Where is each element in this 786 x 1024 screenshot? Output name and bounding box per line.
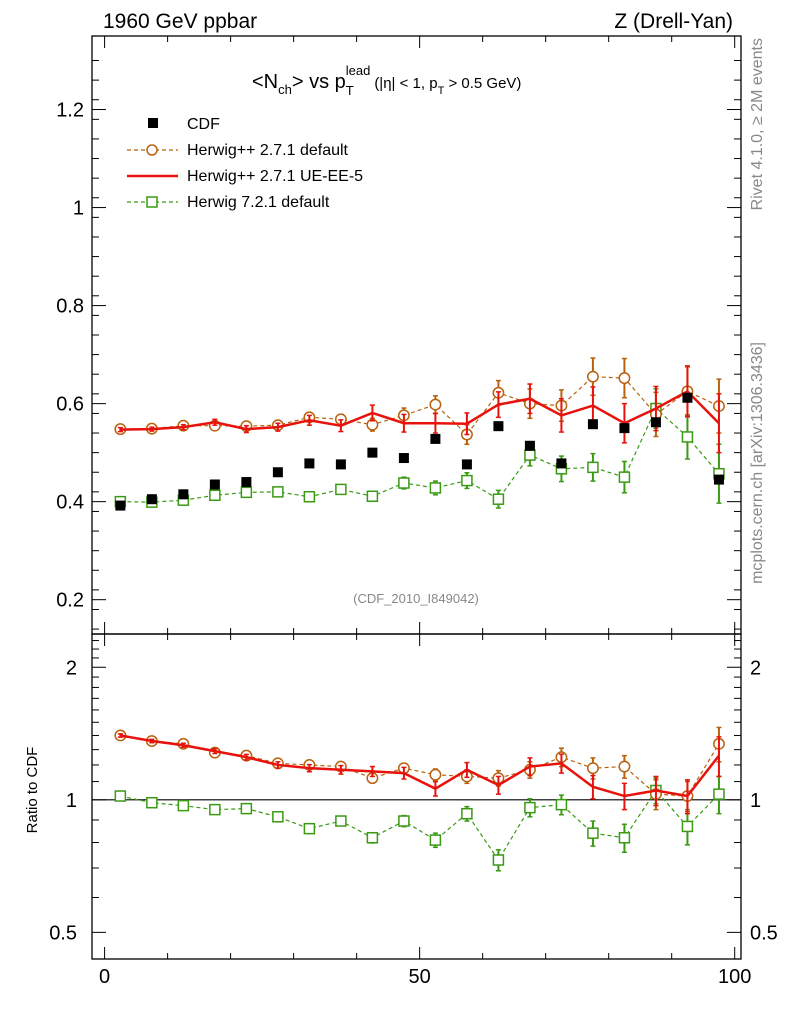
ratio-herwig271-ue-line	[120, 734, 720, 798]
mcplots-label: mcplots.cern.ch [arXiv:1306.3436]	[749, 342, 766, 584]
ratio-herwig721-point	[146, 796, 158, 809]
ratio-herwig271-default-point	[618, 760, 631, 773]
ratio-herwig721-point	[713, 788, 725, 800]
x-tick-label: 50	[409, 966, 431, 988]
main-herwig721-point	[366, 490, 379, 503]
ratio-herwig721-point	[114, 790, 127, 802]
main-herwig271-default-point	[618, 372, 631, 385]
ratio-herwig721-point	[209, 803, 221, 816]
ratio-y-tick-label-right: 2	[750, 657, 761, 679]
analysis-id: (CDF_2010_I849042)	[353, 591, 479, 606]
main-herwig271-default-point	[586, 370, 599, 383]
legend-label-herwig271-ue: Herwig++ 2.7.1 UE-EE-5	[187, 168, 363, 185]
ratio-y-tick-label: 1	[66, 790, 77, 812]
main-herwig721-point	[240, 486, 253, 499]
main-y-tick-label: 0.4	[56, 492, 84, 514]
ratio-herwig721-point	[429, 834, 442, 846]
legend-label-cdf: CDF	[187, 116, 220, 133]
main-cdf-point	[430, 433, 441, 444]
ratio-herwig721-point	[303, 822, 316, 835]
main-herwig721-point	[461, 474, 473, 487]
axes: 0 50 100 0.2 0.4 0.6 0.8 1 1.2 0.5 0.5 1 1 2 2	[49, 36, 778, 988]
ratio-herwig721-point	[492, 854, 505, 866]
main-cdf-point	[524, 440, 535, 451]
main-cdf-point	[272, 467, 283, 478]
ratio-herwig721-point	[681, 820, 694, 833]
ratio-herwig271-default-point	[586, 762, 599, 775]
main-cdf-point	[398, 453, 409, 464]
main-herwig721-point	[429, 482, 442, 494]
main-herwig721-point	[209, 489, 221, 502]
main-herwig721-point	[524, 449, 536, 461]
main-cdf-point	[115, 500, 126, 511]
ratio-herwig271-default-point	[429, 768, 442, 781]
main-herwig721-point	[272, 486, 284, 498]
main-herwig721-point	[398, 477, 410, 489]
main-y-tick-label: 1	[73, 198, 84, 220]
main-herwig271-ue-line	[120, 389, 720, 431]
ratio-herwig721-point	[177, 799, 190, 812]
legend-marker-herwig271-default	[146, 144, 158, 156]
main-herwig721-point	[335, 483, 347, 496]
ratio-herwig721-point	[461, 807, 473, 820]
main-cdf-point	[493, 421, 504, 432]
main-y-tick-label: 0.6	[56, 394, 84, 416]
main-cdf-point	[335, 459, 346, 470]
legend: CDF Herwig++ 2.7.1 default Herwig++ 2.7.…	[127, 116, 363, 211]
header-right: Z (Drell-Yan)	[614, 10, 733, 33]
main-cdf-point	[650, 417, 661, 428]
x-tick-label: 100	[718, 966, 751, 988]
ratio-ylabel: Ratio to CDF	[24, 747, 41, 834]
main-cdf-point	[178, 489, 189, 500]
legend-marker-herwig721-default	[146, 196, 158, 208]
main-cdf-point	[304, 458, 315, 469]
main-cdf-point	[209, 479, 220, 490]
legend-label-herwig721-default: Herwig 7.2.1 default	[187, 194, 330, 211]
ratio-plot-series	[114, 726, 725, 872]
rivet-label: Rivet 4.1.0, ≥ 2M events	[749, 38, 766, 210]
ratio-y-tick-label-right: 1	[750, 790, 761, 812]
plot-title: <Nch> vs pTlead(|η| < 1, pT > 0.5 GeV)	[252, 63, 521, 98]
main-plot-series	[114, 357, 725, 511]
main-herwig271-default-point	[429, 398, 442, 411]
ratio-y-tick-label-right: 0.5	[750, 922, 778, 944]
main-cdf-point	[367, 447, 378, 458]
main-herwig721-point	[587, 461, 599, 474]
ratio-y-tick-label: 2	[66, 657, 77, 679]
main-y-tick-label: 0.8	[56, 296, 84, 318]
main-herwig721-point	[303, 491, 316, 503]
main-herwig721-point	[492, 493, 505, 505]
ratio-herwig721-point	[524, 801, 536, 814]
main-herwig721-point	[618, 471, 631, 483]
main-y-tick-label: 1.2	[56, 100, 84, 122]
ratio-herwig721-point	[398, 815, 410, 827]
ratio-herwig721-point	[335, 815, 347, 827]
ratio-herwig721-line	[120, 789, 720, 862]
main-cdf-point	[146, 494, 157, 505]
main-cdf-point	[556, 458, 567, 469]
ratio-y-tick-label: 0.5	[49, 922, 77, 944]
ratio-herwig721-point	[618, 832, 631, 844]
main-y-tick-label: 0.2	[56, 590, 84, 612]
main-cdf-point	[713, 474, 724, 485]
main-cdf-point	[241, 477, 252, 488]
ratio-plot-frame	[91, 633, 742, 960]
ratio-herwig721-point	[587, 827, 599, 839]
ratio-herwig721-point	[272, 811, 284, 823]
main-cdf-point	[461, 459, 472, 470]
main-cdf-point	[619, 423, 630, 434]
legend-label-herwig271-default: Herwig++ 2.7.1 default	[187, 142, 349, 159]
main-cdf-point	[587, 419, 598, 430]
ratio-herwig721-point	[555, 798, 568, 811]
header-left: 1960 GeV ppbar	[103, 10, 257, 33]
legend-marker-cdf	[148, 118, 158, 128]
x-tick-label: 0	[99, 966, 110, 988]
main-herwig721-point	[681, 431, 694, 443]
ratio-herwig721-point	[240, 802, 253, 815]
ratio-herwig721-point	[366, 832, 379, 844]
main-cdf-point	[682, 392, 693, 403]
